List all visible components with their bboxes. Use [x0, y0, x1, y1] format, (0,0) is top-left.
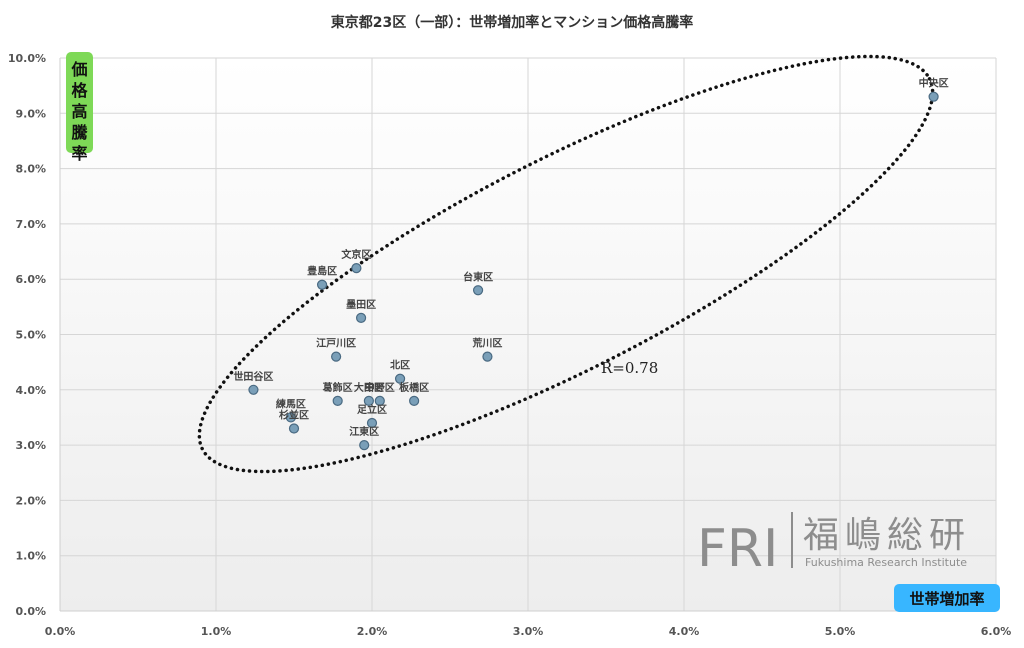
y-tick-label: 9.0% — [15, 107, 46, 120]
data-point — [248, 384, 259, 395]
data-point-label: 杉並区 — [279, 409, 309, 422]
data-point-label: 墨田区 — [346, 299, 376, 311]
logo-name-en: Fukushima Research Institute — [805, 556, 967, 569]
x-axis-ticks: 0.0% 1.0% 2.0% 3.0% 4.0% 5.0% 6.0% — [45, 625, 1012, 638]
data-point — [285, 412, 296, 423]
y-axis-label-bg — [66, 52, 93, 153]
y-tick-label: 1.0% — [15, 550, 46, 563]
y-axis-ticks: 0.0% 1.0% 2.0% 3.0% 4.0% 5.0% 6.0% 7.0% 8.0% 9.0%… — [8, 52, 46, 618]
data-point — [374, 395, 385, 406]
x-axis-label: 世帯増加率 — [909, 590, 984, 608]
data-point — [472, 285, 484, 296]
y-tick-label: 4.0% — [15, 384, 46, 397]
data-point-label: 台東区 — [463, 270, 493, 283]
data-point — [288, 423, 300, 434]
data-point-label: 北区 — [390, 359, 410, 372]
data-point — [394, 373, 406, 384]
data-point-label: 葛飾区 — [322, 381, 353, 394]
x-tick-label: 0.0% — [45, 625, 76, 638]
y-tick-label: 6.0% — [15, 273, 46, 286]
x-axis-label-bg — [894, 584, 1000, 612]
data-point-label: 練馬区 — [276, 397, 306, 410]
data-point — [366, 417, 378, 429]
logo-mark: FRI — [697, 519, 778, 579]
y-axis-label-badge: 価格高騰率 — [66, 52, 93, 163]
data-point — [482, 351, 493, 362]
data-point-label: 板橋区 — [399, 381, 429, 394]
x-tick-label: 2.0% — [357, 625, 388, 638]
x-tick-label: 5.0% — [825, 625, 856, 638]
data-point-label: 足立区 — [357, 403, 387, 416]
chart-title: 東京都23区（一部）：世帯増加率とマンション価格高騰率 — [331, 14, 693, 31]
data-point — [355, 312, 367, 324]
logo-divider — [791, 512, 793, 568]
y-tick-label: 7.0% — [15, 218, 46, 231]
data-point-label: 大田区 — [354, 381, 384, 394]
correlation-ellipse — [197, 54, 935, 474]
y-tick-label: 10.0% — [8, 52, 46, 65]
data-point — [928, 91, 939, 102]
data-point-label: 荒川区 — [471, 337, 502, 350]
data-point — [316, 279, 328, 290]
x-axis-label-badge: 世帯増加率 — [894, 584, 1000, 612]
y-tick-label: 8.0% — [15, 163, 46, 176]
data-point-label: 文京区 — [341, 248, 371, 261]
y-tick-label: 0.0% — [15, 605, 46, 618]
y-axis-label: 価格高騰率 — [70, 60, 88, 163]
data-point-label: 江戸川区 — [316, 337, 356, 350]
data-point — [409, 395, 420, 406]
y-tick-label: 2.0% — [15, 494, 46, 507]
data-point — [359, 440, 370, 451]
x-tick-label: 4.0% — [669, 625, 700, 638]
data-point-label: 中野区 — [365, 381, 395, 394]
x-tick-label: 1.0% — [201, 625, 232, 638]
data-point — [363, 395, 374, 406]
data-point — [351, 263, 362, 274]
data-point-label: 江東区 — [349, 425, 379, 438]
data-point-label: 世田谷区 — [233, 370, 273, 383]
x-tick-label: 3.0% — [513, 625, 544, 638]
y-tick-label: 3.0% — [15, 439, 46, 452]
data-point — [331, 351, 342, 362]
y-tick-label: 5.0% — [15, 329, 46, 342]
x-tick-label: 6.0% — [981, 625, 1012, 638]
data-point-label: 豊島区 — [307, 265, 337, 278]
data-point-label: 中央区 — [919, 77, 949, 90]
logo: FRI 福嶋総研 Fukushima Research Institute — [697, 512, 971, 579]
correlation-label: R=0.78 — [601, 359, 658, 377]
logo-name-jp: 福嶋総研 — [803, 515, 971, 556]
data-point — [332, 395, 343, 406]
